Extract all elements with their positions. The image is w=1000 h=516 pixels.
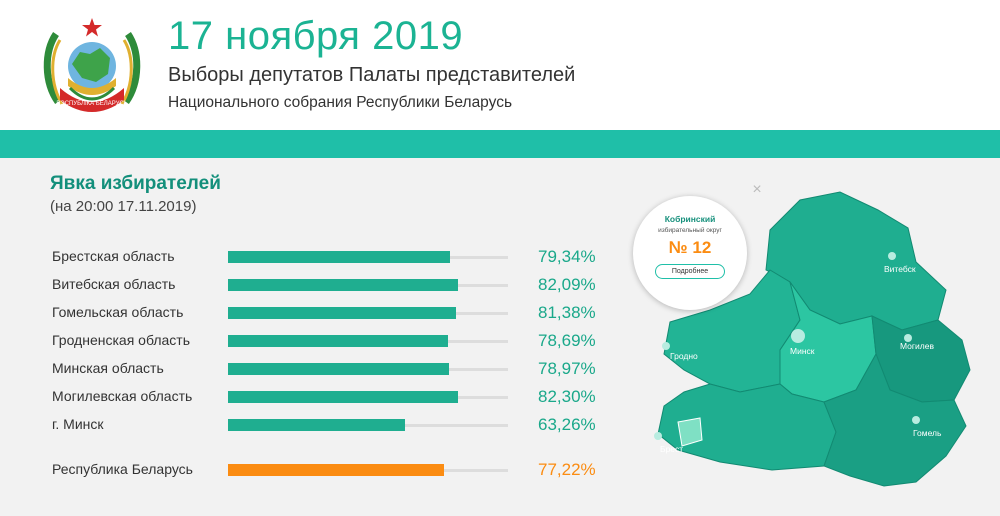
turnout-row-value: 82,09% [538, 275, 596, 294]
turnout-row-label: Республика Беларусь [52, 461, 193, 477]
page-title: 17 ноября 2019 [168, 14, 464, 58]
city-label-brest: Брест [660, 444, 684, 454]
turnout-row: Минская область 78,97% [0, 356, 640, 382]
turnout-row-value: 77,22% [538, 460, 596, 479]
turnout-total-row: Республика Беларусь 77,22% [0, 457, 640, 483]
turnout-row-value: 82,30% [538, 387, 596, 406]
turnout-row-value: 78,97% [538, 359, 596, 378]
belarus-map[interactable] [640, 170, 980, 510]
region-gomel [823, 352, 967, 487]
turnout-bar [228, 464, 444, 476]
turnout-row-label: Гродненская область [52, 332, 191, 348]
city-dot-grodno [662, 342, 670, 350]
city-label-grodno: Гродно [670, 351, 698, 361]
turnout-row-label: Витебская область [52, 276, 176, 292]
district-type: избирательный округ [658, 227, 722, 234]
district-number: № 12 [668, 238, 712, 257]
details-button[interactable]: Подробнее [655, 264, 725, 279]
turnout-row: Гродненская область 78,69% [0, 328, 640, 354]
turnout-row-value: 81,38% [538, 303, 596, 322]
turnout-bar [228, 335, 448, 347]
election-title: Выборы депутатов Палаты представителей [168, 64, 576, 86]
turnout-row: г. Минск 63,26% [0, 412, 640, 438]
turnout-row: Могилевская область 82,30% [0, 384, 640, 410]
city-dot-minsk [791, 329, 805, 343]
turnout-bar [228, 363, 449, 375]
turnout-timestamp: (на 20:00 17.11.2019) [50, 198, 197, 215]
turnout-bar [228, 391, 458, 403]
turnout-bar [228, 279, 458, 291]
city-label-mogilev: Могилев [900, 341, 934, 351]
svg-text:РЭСПУБЛІКА БЕЛАРУСЬ: РЭСПУБЛІКА БЕЛАРУСЬ [56, 101, 127, 107]
city-dot-gomel [912, 416, 920, 424]
turnout-row-label: Могилевская область [52, 388, 193, 404]
turnout-title: Явка избирателей [50, 173, 221, 194]
election-subtitle: Национального собрания Республики Белару… [168, 94, 513, 111]
turnout-row: Гомельская область 81,38% [0, 300, 640, 326]
district-popup: Кобринский избирательный округ № 12 Подр… [633, 196, 747, 310]
turnout-row-value: 63,26% [538, 415, 596, 434]
city-label-gomel: Гомель [913, 428, 942, 438]
turnout-row-label: Гомельская область [52, 304, 184, 320]
close-icon[interactable]: × [752, 181, 762, 198]
turnout-row: Витебская область 82,09% [0, 272, 640, 298]
turnout-row-label: г. Минск [52, 416, 104, 432]
accent-band [0, 130, 1000, 158]
turnout-bar [228, 251, 450, 263]
turnout-row: Брестская область 79,34% [0, 244, 640, 270]
city-dot-vitebsk [888, 252, 896, 260]
turnout-row-label: Брестская область [52, 248, 175, 264]
turnout-row-value: 79,34% [538, 247, 596, 266]
city-dot-brest [654, 432, 662, 440]
turnout-row-label: Минская область [52, 360, 164, 376]
belarus-emblem-icon: РЭСПУБЛІКА БЕЛАРУСЬ [43, 18, 141, 112]
turnout-row-value: 78,69% [538, 331, 596, 350]
city-label-vitebsk: Витебск [884, 264, 916, 274]
selected-district [677, 417, 703, 447]
turnout-bar [228, 419, 405, 431]
city-dot-mogilev [904, 334, 912, 342]
district-name: Кобринский [664, 214, 716, 224]
page-header: РЭСПУБЛІКА БЕЛАРУСЬ 17 ноября 2019 Выбор… [0, 0, 1000, 130]
turnout-bar [228, 307, 456, 319]
city-label-minsk: Минск [790, 346, 815, 356]
